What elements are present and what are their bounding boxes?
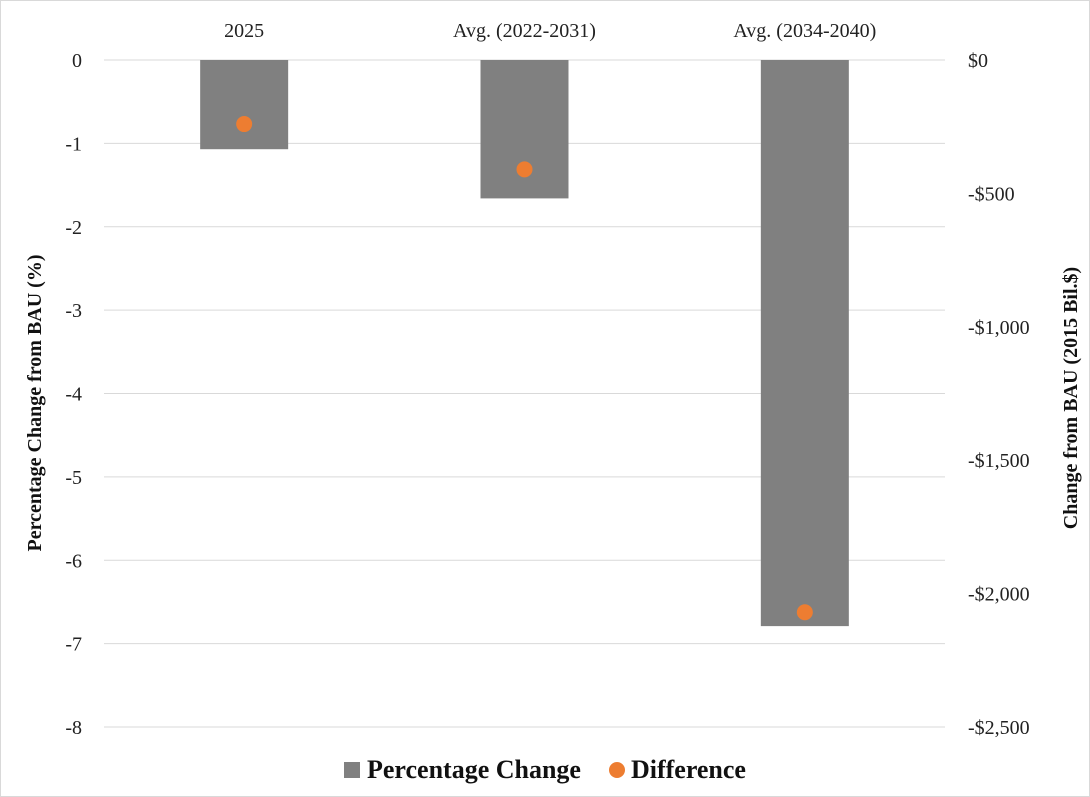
bar-series — [200, 60, 849, 627]
legend-label-percentage-change: Percentage Change — [367, 755, 581, 784]
legend-item-difference: Difference — [608, 755, 746, 785]
right-axis-ticks: $0 -$500 -$1,000 -$1,500 -$2,000 -$2,500 — [968, 50, 1030, 739]
left-tick-label: -7 — [65, 634, 82, 656]
left-axis-ticks: 0 -1 -2 -3 -4 -5 -6 -7 -8 — [65, 50, 82, 739]
legend-item-percentage-change: Percentage Change — [344, 755, 581, 785]
legend-swatch-dot — [608, 762, 625, 778]
data-point — [516, 161, 533, 178]
right-tick-label: -$2,000 — [968, 584, 1030, 606]
right-tick-label: -$1,500 — [968, 450, 1030, 472]
right-tick-label: -$2,500 — [968, 717, 1030, 739]
category-labels: 2025 Avg. (2022-2031) Avg. (2034-2040) — [224, 20, 876, 42]
bar — [200, 60, 289, 150]
right-tick-label: $0 — [968, 50, 988, 72]
legend-swatch-bar — [344, 762, 360, 778]
right-tick-label: -$500 — [968, 183, 1015, 205]
scatter-series — [236, 116, 813, 621]
bar — [760, 60, 849, 627]
left-tick-label: -2 — [65, 217, 82, 239]
left-tick-label: -8 — [65, 717, 82, 739]
left-tick-label: -3 — [65, 300, 82, 322]
bar — [480, 60, 569, 199]
legend-label-difference: Difference — [630, 755, 746, 784]
category-label: 2025 — [224, 20, 264, 42]
left-tick-label: -6 — [65, 550, 82, 572]
category-label: Avg. (2034-2040) — [733, 20, 876, 42]
left-axis-title: Percentage Change from BAU (%) — [24, 255, 46, 552]
left-tick-label: 0 — [72, 50, 82, 72]
left-tick-label: -4 — [65, 384, 82, 406]
right-tick-label: -$1,000 — [968, 317, 1030, 339]
data-point — [796, 604, 813, 621]
legend: Percentage Change Difference — [0, 752, 1090, 788]
left-tick-label: -5 — [65, 467, 82, 489]
data-point — [236, 116, 253, 133]
category-label: Avg. (2022-2031) — [453, 20, 596, 42]
right-axis-title: Change from BAU (2015 Bil.$) — [1060, 267, 1082, 529]
left-tick-label: -1 — [65, 133, 82, 155]
